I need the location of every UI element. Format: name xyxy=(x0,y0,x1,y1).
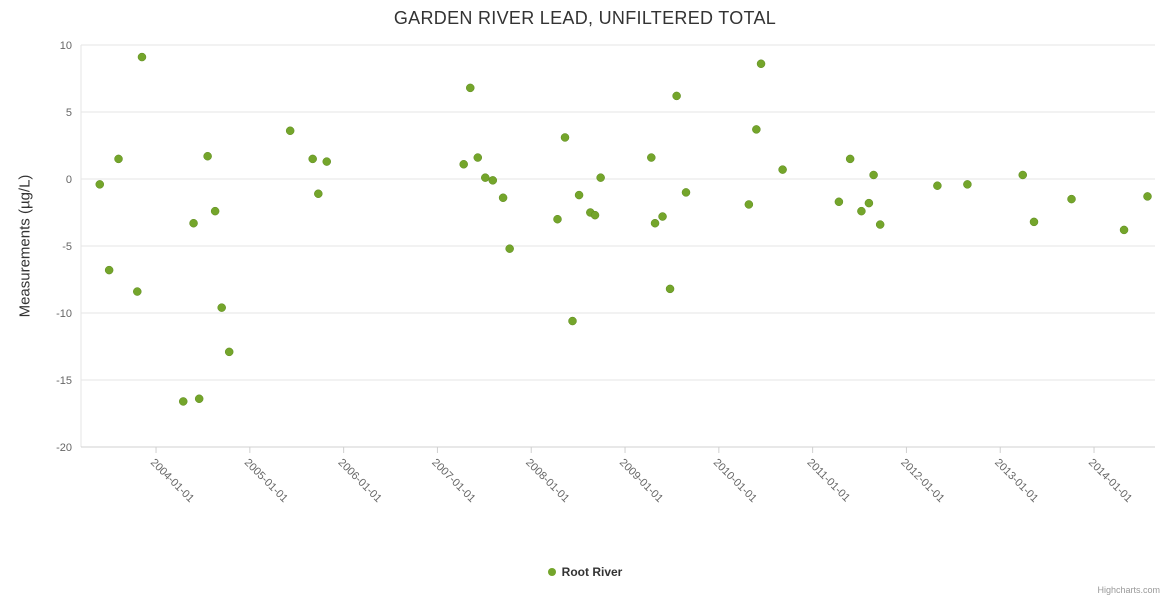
data-point[interactable] xyxy=(869,170,878,180)
y-axis-label: 5 xyxy=(66,107,72,119)
data-point[interactable] xyxy=(189,218,198,228)
data-point[interactable] xyxy=(308,154,317,164)
data-point[interactable] xyxy=(224,347,234,357)
data-point[interactable] xyxy=(217,303,226,312)
data-point[interactable] xyxy=(665,284,675,294)
data-point[interactable] xyxy=(459,160,468,169)
data-point[interactable] xyxy=(553,214,562,224)
x-axis-label: 2011-01-01 xyxy=(805,457,853,505)
data-point[interactable] xyxy=(596,173,605,182)
data-point[interactable] xyxy=(647,153,656,162)
credits-link[interactable]: Highcharts.com xyxy=(1097,585,1160,595)
x-axis-label: 2008-01-01 xyxy=(523,457,571,505)
legend-item-root-river[interactable]: Root River xyxy=(0,565,1170,579)
data-point[interactable] xyxy=(857,206,866,216)
data-point[interactable] xyxy=(178,397,188,406)
data-point[interactable] xyxy=(285,126,295,136)
x-axis-label: 2006-01-01 xyxy=(336,457,384,505)
data-point[interactable] xyxy=(466,83,475,93)
data-point[interactable] xyxy=(194,394,204,404)
data-point[interactable] xyxy=(574,190,584,200)
legend-label: Root River xyxy=(561,565,623,579)
data-point[interactable] xyxy=(650,218,660,228)
y-axis-label: 10 xyxy=(60,40,72,52)
data-point[interactable] xyxy=(752,125,761,134)
y-axis-label: -15 xyxy=(56,375,72,387)
data-point[interactable] xyxy=(672,91,681,101)
data-point[interactable] xyxy=(864,198,874,208)
data-point[interactable] xyxy=(322,157,332,166)
data-point[interactable] xyxy=(845,154,855,164)
x-axis-label: 2009-01-01 xyxy=(617,457,665,505)
x-axis-label: 2014-01-01 xyxy=(1086,457,1134,505)
data-point[interactable] xyxy=(658,212,667,221)
x-axis-label: 2013-01-01 xyxy=(992,457,1040,505)
data-point[interactable] xyxy=(133,287,142,296)
data-point[interactable] xyxy=(756,59,766,69)
y-axis-label: -20 xyxy=(56,442,72,454)
chart-title: GARDEN RIVER LEAD, UNFILTERED TOTAL xyxy=(393,8,777,28)
data-point[interactable] xyxy=(744,200,754,209)
x-axis-label: 2004-01-01 xyxy=(148,457,196,505)
data-point[interactable] xyxy=(590,210,600,220)
data-point[interactable] xyxy=(1143,192,1152,201)
data-point[interactable] xyxy=(568,316,577,326)
data-point[interactable] xyxy=(1029,217,1039,227)
data-point[interactable] xyxy=(314,189,323,198)
y-axis-label: -10 xyxy=(56,308,72,320)
data-point[interactable] xyxy=(481,173,490,182)
data-point[interactable] xyxy=(1018,170,1027,180)
x-axis-label: 2012-01-01 xyxy=(898,457,946,505)
legend-marker-icon xyxy=(547,568,556,576)
y-axis-label: -5 xyxy=(62,241,72,253)
x-axis-label: 2010-01-01 xyxy=(711,457,759,505)
x-axis-label: 2005-01-01 xyxy=(242,457,290,505)
data-point[interactable] xyxy=(210,206,220,216)
data-point[interactable] xyxy=(560,133,570,142)
data-point[interactable] xyxy=(505,244,514,253)
x-axis-label: 2007-01-01 xyxy=(429,457,477,505)
data-point[interactable] xyxy=(834,197,844,207)
data-point[interactable] xyxy=(104,265,114,275)
data-point[interactable] xyxy=(778,165,787,174)
data-point[interactable] xyxy=(95,180,105,189)
data-point[interactable] xyxy=(203,151,212,161)
data-point[interactable] xyxy=(681,188,691,197)
data-point[interactable] xyxy=(1067,194,1076,204)
data-point[interactable] xyxy=(933,181,942,190)
y-axis-label: 0 xyxy=(66,174,72,186)
data-point[interactable] xyxy=(963,180,972,189)
data-point[interactable] xyxy=(488,176,498,185)
data-point[interactable] xyxy=(498,193,508,203)
data-point[interactable] xyxy=(137,52,147,62)
data-point[interactable] xyxy=(1119,225,1129,235)
data-point[interactable] xyxy=(875,220,885,229)
data-point[interactable] xyxy=(473,153,483,162)
data-point[interactable] xyxy=(114,154,123,164)
